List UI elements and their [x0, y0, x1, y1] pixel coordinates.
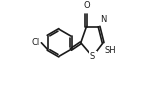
Text: SH: SH	[104, 46, 116, 55]
Text: N: N	[100, 15, 106, 24]
Text: S: S	[90, 52, 95, 61]
Text: Cl: Cl	[32, 38, 40, 47]
Text: O: O	[83, 1, 90, 10]
